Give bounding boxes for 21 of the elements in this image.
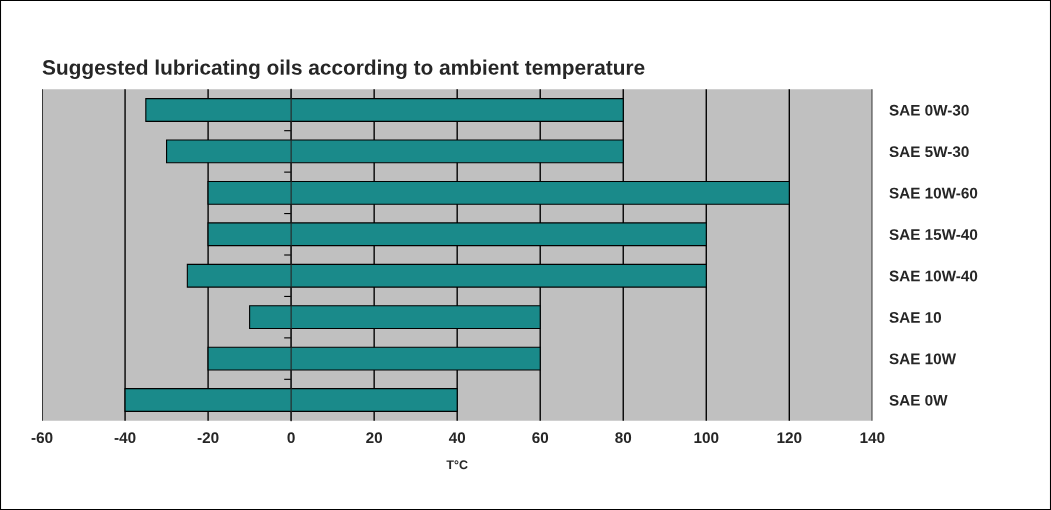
y-tick-label: SAE 15W-40	[889, 229, 978, 240]
x-tick-label: 120	[777, 432, 802, 444]
x-tick-label: 100	[694, 432, 719, 444]
x-tick-label: 60	[532, 432, 549, 444]
x-tick-label: 40	[448, 432, 466, 444]
y-tick-label: SAE 5W-30	[889, 146, 969, 158]
x-axis-title: T°C	[446, 460, 468, 470]
x-tick-label: 20	[366, 432, 383, 444]
y-tick-label: SAE 10W	[889, 353, 957, 365]
y-tick-label: SAE 0W	[889, 394, 948, 406]
y-tick-label: SAE 10	[889, 312, 942, 323]
x-tick-label: 0	[287, 432, 295, 444]
x-tick-label: -20	[197, 432, 219, 444]
y-tick-label: SAE 0W-30	[889, 104, 969, 116]
y-tick-label: SAE 10W-60	[889, 187, 978, 199]
x-tick-label: -40	[114, 432, 136, 444]
chart-title: Suggested lubricating oils according to ambient temperature	[42, 59, 645, 80]
x-tick-label: -60	[31, 432, 53, 444]
x-tick-label: 140	[860, 432, 885, 444]
x-tick-label: 80	[615, 432, 632, 444]
y-tick-label: SAE 10W-40	[889, 270, 978, 282]
